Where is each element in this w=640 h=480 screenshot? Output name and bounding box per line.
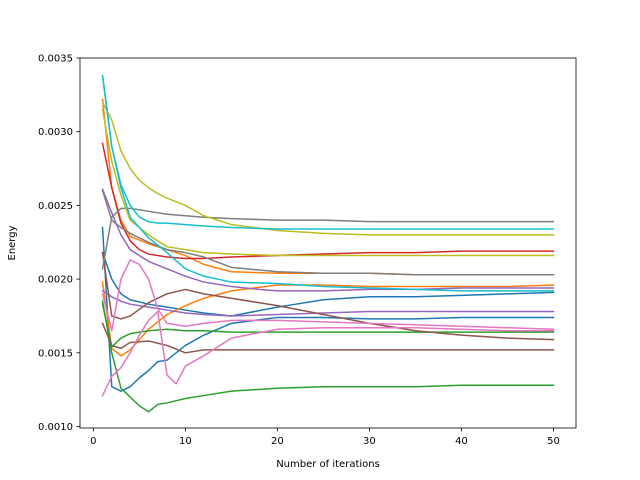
series-line-12 [101,310,555,397]
series-line-4 [101,281,555,357]
y-tick-label: 0.0030 [38,127,73,138]
series-layer [101,74,555,413]
y-tick-label: 0.0015 [38,348,73,359]
series-line-9 [101,289,555,317]
x-tick-label: 10 [179,436,192,447]
series-line-10 [101,251,555,341]
series-line-5 [101,300,555,413]
series-line-1 [101,226,555,392]
y-tick-label: 0.0025 [38,201,73,212]
y-tick-label: 0.0035 [38,54,73,65]
series-line-7 [101,142,555,260]
y-tick-label: 0.0010 [38,422,73,433]
y-axis-label: Energy [7,225,18,260]
series-line-17 [101,108,555,257]
series-line-15 [101,189,555,276]
series-line-16 [101,101,555,236]
series-line-13 [101,259,555,332]
series-line-8 [101,188,555,292]
x-axis: 0 10 20 30 40 50 [90,428,560,447]
x-tick-label: 30 [363,436,376,447]
x-tick-label: 20 [271,436,284,447]
x-tick-label: 0 [90,436,96,447]
series-line-11 [101,322,555,354]
y-axis: 0.0010 0.0015 0.0020 0.0025 0.0030 0.0035 [38,54,80,433]
x-axis-label: Number of iterations [276,459,380,470]
plot-area-frame [79,57,577,429]
x-tick-label: 40 [455,436,468,447]
x-tick-label: 50 [547,436,560,447]
series-line-19 [101,74,555,292]
y-tick-label: 0.0020 [38,275,73,286]
series-line-18 [101,74,555,230]
